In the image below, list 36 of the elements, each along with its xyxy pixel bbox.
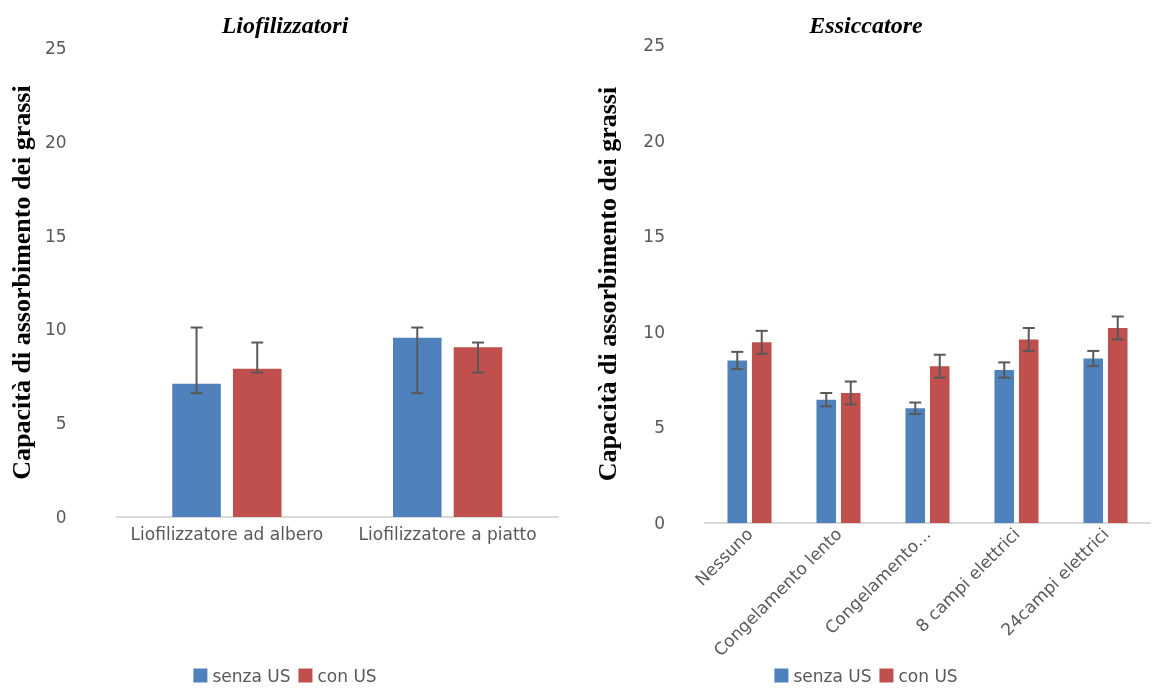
bar — [1018, 339, 1039, 523]
legend-label: con US — [317, 665, 377, 686]
bar — [393, 337, 442, 517]
bar — [453, 347, 503, 517]
y-axis-title: Capacità di assorbimento dei grassi — [6, 85, 36, 480]
bar — [929, 366, 950, 523]
y-tick-label: 0 — [55, 507, 67, 527]
bar — [1107, 327, 1128, 523]
chart-title: Liofilizzatori — [220, 12, 349, 38]
legend-label: senza US — [212, 665, 291, 686]
y-tick-label: 20 — [44, 131, 67, 152]
y-tick-label: 5 — [654, 417, 665, 438]
legend-label: senza US — [793, 665, 872, 686]
bar — [727, 360, 748, 523]
bar — [172, 383, 221, 517]
y-tick-label: 10 — [44, 319, 67, 340]
bar — [905, 408, 926, 523]
legend-label: con US — [898, 665, 958, 686]
y-tick-label: 20 — [643, 130, 665, 151]
y-tick-label: 0 — [654, 513, 665, 533]
x-tick-label: Liofilizzatore ad albero — [130, 523, 324, 544]
bar — [232, 368, 282, 517]
bar — [994, 370, 1015, 523]
bar — [1083, 358, 1104, 523]
bar — [816, 399, 837, 523]
x-tick-label: Liofilizzatore a piatto — [358, 523, 537, 544]
y-tick-label: 15 — [44, 225, 67, 246]
chart-title: Essiccatore — [808, 12, 923, 38]
y-tick-label: 5 — [55, 413, 67, 434]
y-tick-label: 25 — [44, 38, 67, 58]
y-axis-title: Capacità di assorbimento dei grassi — [592, 86, 622, 482]
y-tick-label: 15 — [643, 226, 665, 247]
bar — [751, 342, 772, 523]
y-tick-label: 25 — [643, 35, 665, 55]
bar — [840, 392, 861, 523]
y-tick-label: 10 — [643, 321, 665, 342]
